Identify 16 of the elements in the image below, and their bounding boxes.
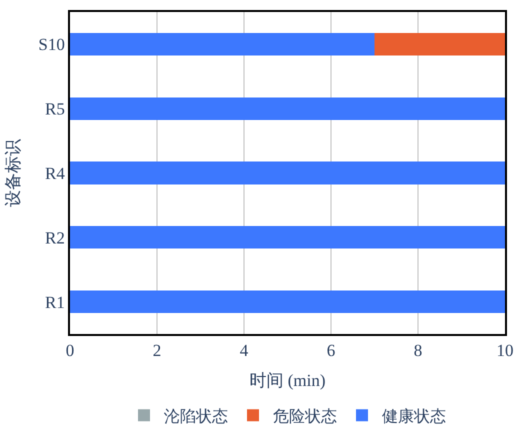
legend-label: 危险状态 (273, 408, 337, 426)
x-tick-label: 6 (326, 341, 336, 360)
legend-label: 健康状态 (382, 408, 446, 426)
y-tick-label: R5 (45, 100, 65, 119)
x-tick-label: 2 (152, 341, 162, 360)
legend-label: 沦陷状态 (164, 408, 228, 426)
y-tick-label: S10 (38, 35, 65, 54)
x-axis-title: 时间 (min) (249, 371, 326, 390)
y-axis-title: 设备标识 (3, 139, 22, 207)
y-tick-label: R4 (45, 164, 66, 183)
x-tick-label: 0 (66, 341, 74, 360)
y-tick-label: R2 (45, 228, 65, 248)
y-tick-label: R1 (45, 292, 65, 312)
x-tick-label: 4 (240, 341, 249, 360)
x-tick-label: 8 (414, 341, 422, 360)
x-tick-label: 10 (496, 341, 514, 360)
